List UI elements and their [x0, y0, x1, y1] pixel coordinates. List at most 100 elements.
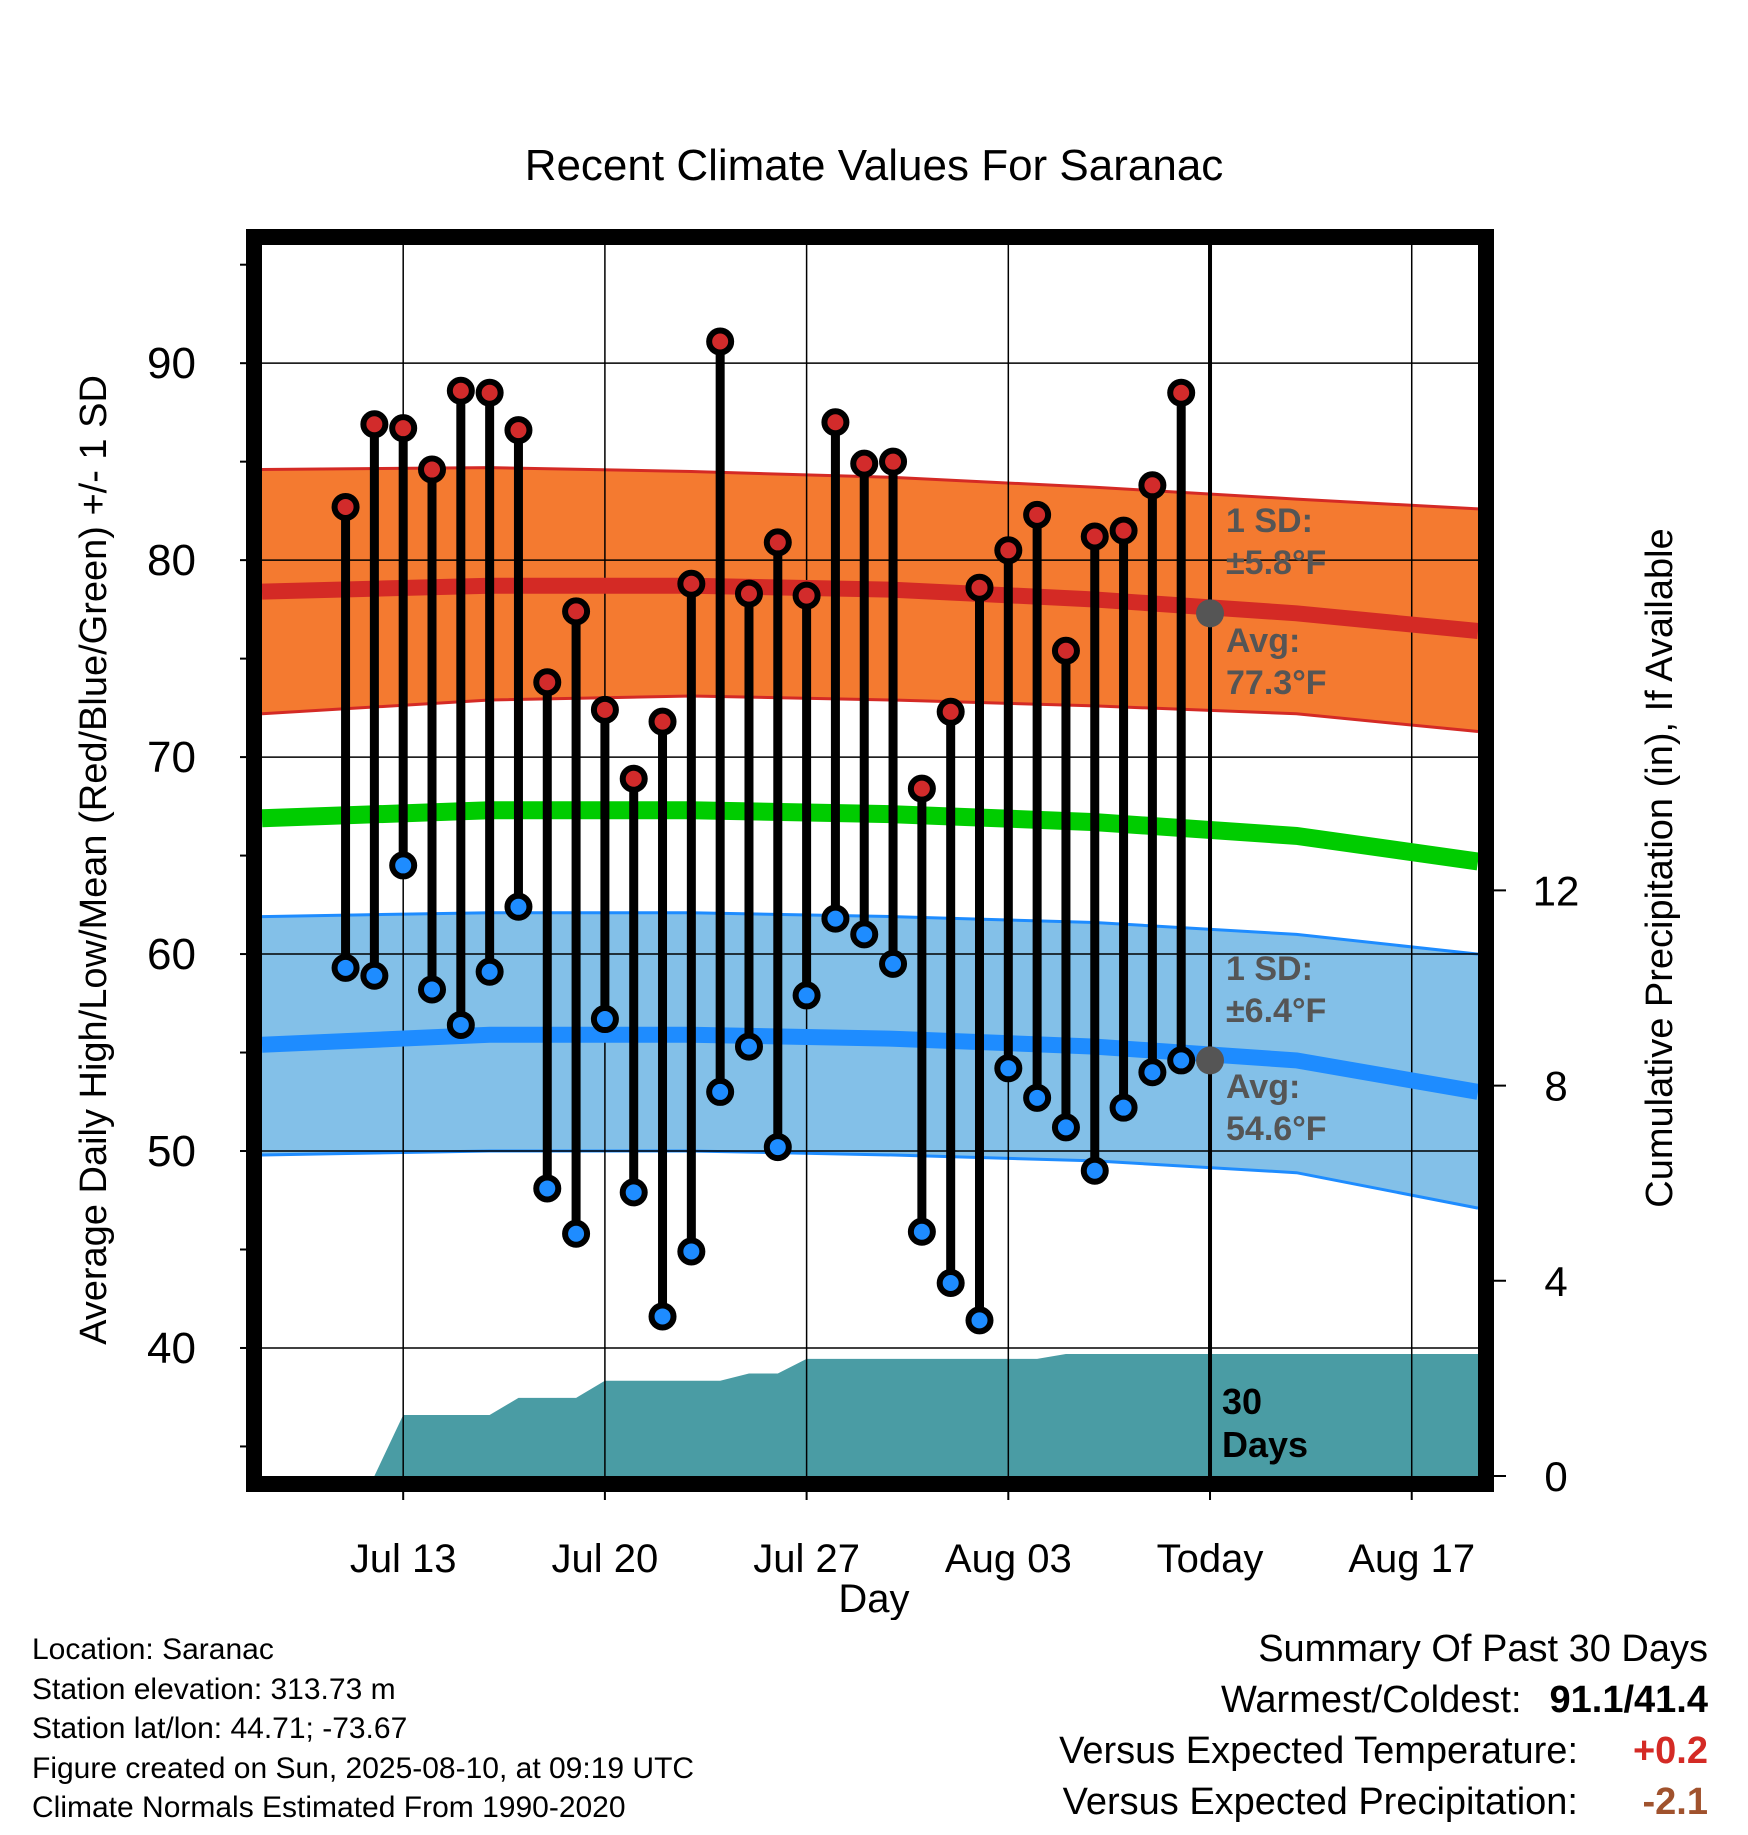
daily-low-point — [533, 1174, 562, 1203]
daily-low-point — [994, 1054, 1023, 1083]
daily-low-point — [879, 949, 908, 978]
x-tick-label: Today — [1157, 1537, 1264, 1581]
climate-chart: Recent Climate Values For Saranac 1 SD: ±… — [73, 141, 1681, 1620]
low-sd-value: ±6.4°F — [1226, 992, 1326, 1030]
daily-high-point — [533, 668, 562, 697]
daily-high-point — [475, 378, 504, 407]
y-tick-label: 70 — [147, 733, 196, 782]
daily-low-point — [648, 1302, 677, 1331]
daily-high-point — [677, 569, 706, 598]
precip-value: -2.1 — [1642, 1781, 1708, 1823]
daily-low-point — [475, 957, 504, 986]
y-tick-label: 90 — [147, 339, 196, 388]
daily-low-point — [619, 1178, 648, 1207]
location-text: Location: Saranac — [32, 1633, 274, 1666]
daily-low-point — [734, 1032, 763, 1061]
plot-frame — [246, 229, 1494, 1492]
normals-text: Climate Normals Estimated From 1990-2020 — [32, 1791, 626, 1824]
daily-high-point — [1138, 471, 1167, 500]
daily-high-point — [907, 774, 936, 803]
daily-high-point — [504, 416, 533, 445]
daily-high-point — [763, 528, 792, 557]
daily-high-point — [879, 447, 908, 476]
daily-low-point — [1167, 1046, 1196, 1075]
y-tick-label: 60 — [147, 930, 196, 979]
y2-tick-label: 0 — [1544, 1453, 1567, 1500]
daily-high-point — [389, 414, 418, 443]
daily-high-point — [360, 410, 389, 439]
daily-low-point — [821, 904, 850, 933]
daily-low-point — [1109, 1093, 1138, 1122]
daily-low-point — [562, 1219, 591, 1248]
daily-low-point — [677, 1237, 706, 1266]
daily-high-point — [331, 492, 360, 521]
daily-low-point — [1138, 1058, 1167, 1087]
daily-high-point — [619, 764, 648, 793]
daily-low-point — [1051, 1113, 1080, 1142]
x-tick-label: Aug 03 — [945, 1537, 1072, 1581]
summary-panel: Summary Of Past 30 Days Warmest/Coldest:… — [1059, 1624, 1708, 1828]
daily-low-point — [446, 1010, 475, 1039]
period-label-number: 30 — [1222, 1381, 1262, 1422]
warm-cold-value: 91.1/41.4 — [1549, 1679, 1708, 1721]
latlon-text: Station lat/lon: 44.71; -73.67 — [32, 1712, 408, 1745]
y-axis-label: Average Daily High/Low/Mean (Red/Blue/Gr… — [73, 375, 115, 1345]
precip-row: Versus Expected Precipitation: -2.1 — [1059, 1777, 1708, 1828]
elevation-text: Station elevation: 313.73 m — [32, 1672, 396, 1706]
daily-high-point — [965, 573, 994, 602]
low-avg-label: Avg: — [1226, 1068, 1300, 1106]
daily-high-point — [1167, 378, 1196, 407]
daily-low-point — [936, 1268, 965, 1297]
period-label-days: Days — [1222, 1424, 1308, 1465]
normal-low-line — [261, 1026, 1480, 1100]
daily-high-point — [994, 536, 1023, 565]
y2-tick-label: 12 — [1533, 867, 1580, 914]
daily-low-point — [504, 892, 533, 921]
grid-lines — [262, 245, 1478, 1476]
daily-low-point — [850, 920, 879, 949]
plot-border — [246, 229, 1494, 1492]
y2-axis-label: Cumulative Precipitation (in), If Availa… — [1639, 528, 1681, 1207]
daily-low-point — [360, 961, 389, 990]
x-tick-label: Jul 27 — [753, 1537, 860, 1581]
daily-low-point — [965, 1306, 994, 1335]
temp-label: Versus Expected Temperature: — [1059, 1730, 1578, 1772]
y-tick-label: 80 — [147, 536, 196, 585]
station-info: Location: Saranac Station elevation: 313… — [32, 1630, 694, 1828]
warm-cold-row: Warmest/Coldest: 91.1/41.4 — [1059, 1675, 1708, 1726]
daily-high-point — [936, 697, 965, 726]
x-tick-label: Jul 20 — [552, 1537, 659, 1581]
daily-low-point — [907, 1217, 936, 1246]
axes: 40 50 60 70 80 90 0 4 8 12 Jul 13 Jul 20 Jul 27 Aug 0… — [147, 263, 1580, 1581]
precip-label: Versus Expected Precipitation: — [1062, 1781, 1578, 1823]
daily-range-stems — [341, 341, 1186, 1321]
x-tick-label: Aug 17 — [1348, 1537, 1475, 1581]
chart-title: Recent Climate Values For Saranac — [525, 141, 1224, 190]
temp-value: +0.2 — [1632, 1730, 1708, 1772]
x-tick-label: Jul 13 — [350, 1537, 457, 1581]
low-sd-label: 1 SD: — [1226, 950, 1313, 988]
x-axis-label: Day — [838, 1577, 909, 1620]
summary-title: Summary Of Past 30 Days — [1258, 1628, 1708, 1670]
high-avg-value: 77.3°F — [1226, 664, 1327, 702]
daily-high-point — [446, 376, 475, 405]
today-low-normal-marker — [1196, 1046, 1225, 1075]
y2-tick-label: 4 — [1544, 1258, 1567, 1305]
daily-high-point — [734, 579, 763, 608]
daily-low-point — [590, 1005, 619, 1034]
high-sd-value: ±5.8°F — [1226, 544, 1326, 582]
daily-high-point — [590, 695, 619, 724]
daily-high-point — [648, 707, 677, 736]
y-tick-label: 50 — [147, 1127, 196, 1176]
daily-low-point — [331, 953, 360, 982]
daily-high-point — [1109, 516, 1138, 545]
low-sd-band — [262, 912, 1478, 1209]
daily-high-point — [821, 408, 850, 437]
y2-tick-label: 8 — [1544, 1063, 1567, 1110]
daily-high-point — [850, 449, 879, 478]
daily-high-point — [706, 327, 735, 356]
cumulative-precip-area — [262, 1354, 1478, 1476]
daily-low-point — [792, 981, 821, 1010]
high-sd-band — [262, 467, 1478, 732]
today-high-normal-marker — [1196, 599, 1225, 628]
